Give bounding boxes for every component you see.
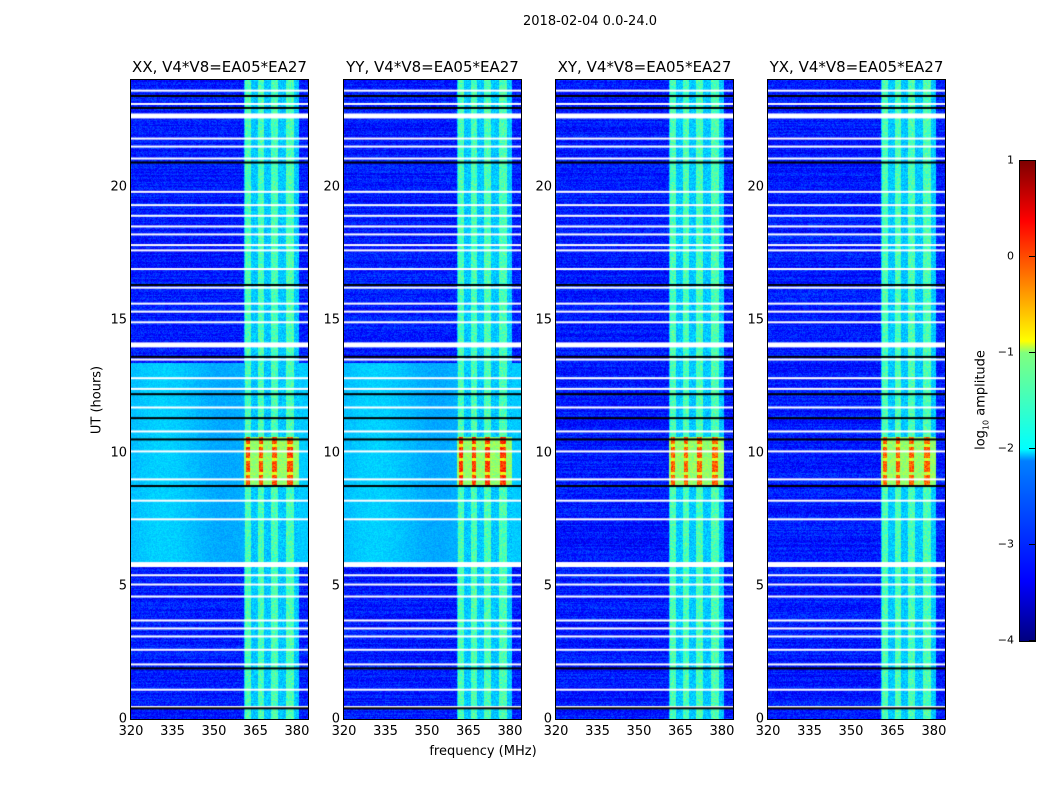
- colorbar-tick-label: 0: [1007, 249, 1014, 263]
- x-tick-label: 380: [497, 724, 523, 739]
- y-tick-label: 10: [747, 445, 764, 461]
- colorbar-tick-mark: [1029, 448, 1035, 449]
- spectrogram-panel: [555, 79, 734, 720]
- x-tick-label: 350: [201, 724, 227, 739]
- x-tick-label: 365: [243, 724, 268, 739]
- colorbar-tick-label: −4: [997, 633, 1014, 647]
- y-tick-label: 10: [535, 445, 552, 461]
- x-tick-label: 320: [755, 724, 781, 739]
- figure-title: 2018-02-04 0.0-24.0: [523, 14, 657, 29]
- spectrogram-panel: [130, 79, 309, 720]
- x-axis-label: frequency (MHz): [429, 744, 537, 759]
- y-tick-label: 5: [543, 578, 552, 594]
- x-tick-label: 380: [709, 724, 735, 739]
- colorbar-tick-mark: [1029, 256, 1035, 257]
- x-tick-label: 335: [797, 724, 822, 739]
- x-tick-label: 335: [585, 724, 610, 739]
- y-axis-label: UT (hours): [89, 365, 105, 435]
- y-tick-label: 15: [110, 312, 127, 328]
- colorbar-tick-mark: [1029, 544, 1035, 545]
- x-tick-label: 380: [284, 724, 310, 739]
- y-tick-label: 5: [118, 578, 127, 594]
- y-tick-label: 20: [535, 179, 552, 194]
- x-tick-label: 320: [118, 724, 144, 739]
- y-tick-label: 0: [543, 711, 552, 727]
- y-tick-label: 15: [747, 312, 764, 328]
- y-tick-label: 0: [331, 711, 340, 727]
- x-tick-label: 365: [880, 724, 905, 739]
- x-tick-label: 380: [921, 724, 947, 739]
- y-tick-label: 15: [323, 312, 340, 328]
- y-tick-label: 20: [323, 179, 340, 194]
- panel-title: XX, V4*V8=EA05*EA27: [132, 58, 307, 76]
- y-tick-label: 10: [110, 445, 127, 461]
- y-tick-label: 20: [110, 179, 127, 194]
- colorbar-label: log10 amplitude: [973, 350, 991, 450]
- panel-title: YX, V4*V8=EA05*EA27: [769, 58, 944, 76]
- colorbar: [1019, 160, 1036, 642]
- x-tick-label: 335: [373, 724, 398, 739]
- x-tick-label: 365: [456, 724, 481, 739]
- x-tick-label: 350: [838, 724, 864, 739]
- colorbar-tick-label: −1: [997, 345, 1014, 359]
- x-tick-label: 320: [543, 724, 569, 739]
- heatmap-cells: [768, 80, 945, 719]
- heatmap-cells: [131, 80, 308, 719]
- y-tick-label: 10: [323, 445, 340, 461]
- y-tick-label: 0: [755, 711, 764, 727]
- colorbar-tick-mark: [1029, 352, 1035, 353]
- spectrogram-panel: [767, 79, 946, 720]
- x-tick-label: 320: [331, 724, 357, 739]
- colorbar-tick-mark: [1029, 640, 1035, 641]
- x-tick-label: 365: [668, 724, 693, 739]
- heatmap-cells: [344, 80, 521, 719]
- panel-title: XY, V4*V8=EA05*EA27: [557, 58, 732, 76]
- colorbar-tick-mark: [1029, 160, 1035, 161]
- x-tick-label: 350: [414, 724, 440, 739]
- panel-title: YY, V4*V8=EA05*EA27: [346, 58, 519, 76]
- y-tick-label: 15: [535, 312, 552, 328]
- y-tick-label: 5: [755, 578, 764, 594]
- colorbar-tick-label: 1: [1007, 153, 1014, 167]
- y-tick-label: 0: [118, 711, 127, 727]
- y-tick-label: 5: [331, 578, 340, 594]
- x-tick-label: 350: [626, 724, 652, 739]
- x-tick-label: 335: [160, 724, 185, 739]
- heatmap-cells: [556, 80, 733, 719]
- colorbar-tick-label: −2: [997, 441, 1014, 455]
- spectrogram-panel: [343, 79, 522, 720]
- colorbar-tick-label: −3: [997, 537, 1014, 551]
- y-tick-label: 20: [747, 179, 764, 194]
